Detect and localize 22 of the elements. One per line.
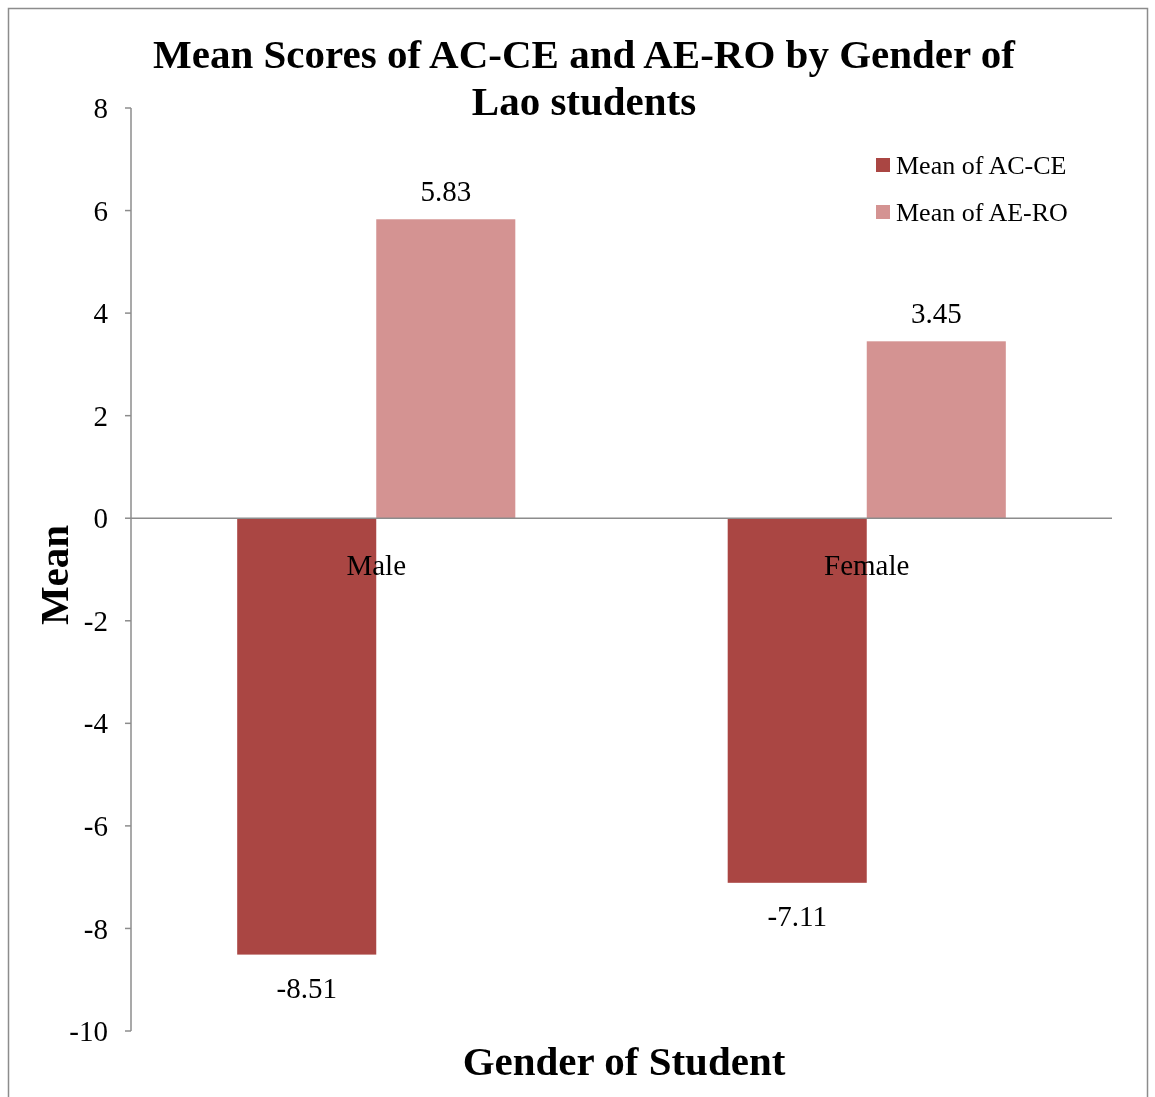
data-label: -8.51 (276, 971, 337, 1004)
bar (376, 219, 516, 519)
y-tick-label: 0 (93, 502, 108, 535)
x-axis-title: Gender of Student (462, 1038, 786, 1084)
legend-label: Mean of AE-RO (896, 198, 1068, 228)
data-label: 5.83 (420, 175, 472, 208)
x-tick-label: Female (824, 549, 910, 582)
y-tick-label: -4 (83, 707, 109, 740)
y-tick-label: 6 (93, 194, 108, 227)
y-tick-label: 4 (93, 297, 109, 330)
data-label: -7.11 (767, 899, 827, 932)
bar (866, 341, 1006, 519)
chart-title: Mean Scores of AC-CE and AE-RO by Gender of Lao students (153, 31, 1017, 124)
data-label: 3.45 (910, 297, 962, 330)
y-tick-label: -8 (83, 912, 108, 945)
y-tick-label: -6 (83, 810, 108, 843)
y-tick-label: 8 (93, 92, 108, 125)
y-axis-title: Mean (31, 524, 77, 626)
y-tick-label: 2 (93, 399, 108, 432)
legend-label: Mean of AC-CE (896, 151, 1067, 181)
y-tick-label: -10 (69, 1015, 108, 1048)
y-tick-label: -2 (83, 604, 108, 637)
